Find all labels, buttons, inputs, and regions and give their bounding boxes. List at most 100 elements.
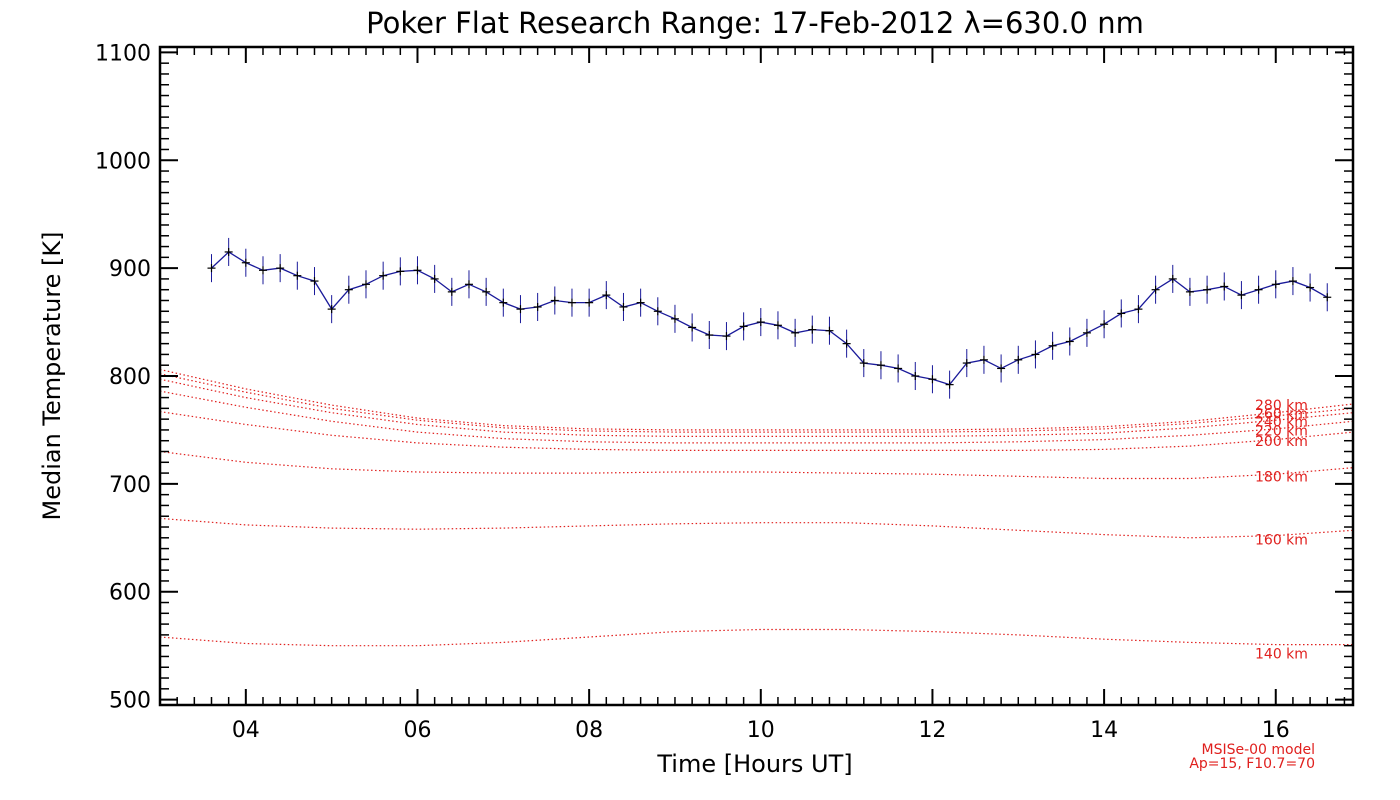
y-tick-label: 700 [109,473,151,498]
data-point [670,314,679,323]
x-tick-label: 04 [232,718,260,743]
x-axis-label: Time [Hours UT] [656,750,852,778]
model-label-180-km: 180 km [1255,470,1308,486]
data-point [310,277,319,286]
model-label-220-km: 220 km [1255,423,1308,439]
x-tick-label: 10 [747,718,775,743]
measured-line [211,251,1328,386]
data-point [1323,293,1332,302]
data-point [1082,328,1091,337]
data-point [1254,285,1263,294]
data-point [567,298,576,307]
data-point [653,307,662,316]
data-point [413,266,422,275]
data-point [688,323,697,332]
y-tick-label: 800 [109,365,151,390]
data-point [602,291,611,300]
data-point [894,364,903,373]
data-point [499,298,508,307]
model-label-280-km: 280 km [1255,398,1308,414]
data-point [1185,287,1194,296]
data-point [516,305,525,314]
model-curve-140-km [159,628,1353,647]
data-point [928,375,937,384]
y-tick-label: 600 [109,581,151,606]
model-label-160-km: 160 km [1255,532,1308,548]
model-label-240-km: 240 km [1255,415,1308,431]
plot-frame [158,45,1355,707]
data-point [997,364,1006,373]
data-point [1031,350,1040,359]
data-point [482,287,491,296]
data-point [791,328,800,337]
model-curve-240-km [159,378,1354,437]
data-point [825,326,834,335]
x-tick-label: 08 [575,718,603,743]
data-point [705,331,714,340]
data-point [585,298,594,307]
data-point [1134,305,1143,314]
data-point [1048,341,1057,350]
data-point [207,264,216,273]
data-point [636,298,645,307]
x-tick-label: 14 [1090,718,1118,743]
data-point [1271,280,1280,289]
data-point [1237,291,1246,300]
data-point [533,302,542,311]
data-point [430,274,439,283]
data-point [722,332,731,341]
y-tick-label: 900 [109,257,151,282]
data-point [1065,337,1074,346]
chart-title: Poker Flat Research Range: 17-Feb-2012 λ… [366,6,1144,40]
model-note-line2: Ap=15, F10.7=70 [1189,756,1315,772]
data-point [1220,282,1229,291]
model-curve-260-km [159,373,1354,433]
data-point [550,296,559,305]
x-tick-label: 16 [1262,718,1290,743]
model-curve-220-km [159,390,1354,444]
model-curve-160-km [159,517,1354,539]
y-axis-label: Median Temperature [K] [38,231,66,520]
data-point [361,280,370,289]
y-tick-label: 500 [109,689,151,714]
data-point [945,380,954,389]
measured-series [207,237,1332,399]
model-curve-200-km [159,411,1354,451]
data-point [1100,320,1109,329]
model-label-140-km: 140 km [1255,647,1308,663]
data-point [739,322,748,331]
data-point [808,325,817,334]
model-label-200-km: 200 km [1255,434,1308,450]
data-point [344,285,353,294]
y-tick-label: 1000 [95,149,151,174]
data-point [241,258,250,267]
data-point [1151,285,1160,294]
data-point [276,264,285,273]
data-point [447,287,456,296]
model-note-line1: MSISe-00 model [1201,742,1315,758]
data-point [979,355,988,364]
data-point [859,359,868,368]
data-point [1306,283,1315,292]
data-point [464,280,473,289]
data-point [379,271,388,280]
data-point [1117,309,1126,318]
data-point [1014,355,1023,364]
axes: 04 06 08 10 12 14 16 500 600 700 800 900 1000 1100 [95,41,1353,743]
data-point [293,271,302,280]
data-point [756,318,765,327]
data-point [962,359,971,368]
data-point [619,302,628,311]
data-point [1168,274,1177,283]
data-point [327,305,336,314]
x-tick-label: 06 [403,718,431,743]
data-point [773,321,782,330]
data-point [258,266,267,275]
model-curve-180-km [159,450,1354,480]
data-point [911,372,920,380]
data-point [396,267,405,276]
data-point [224,247,233,256]
y-tick-label: 1100 [95,41,151,66]
